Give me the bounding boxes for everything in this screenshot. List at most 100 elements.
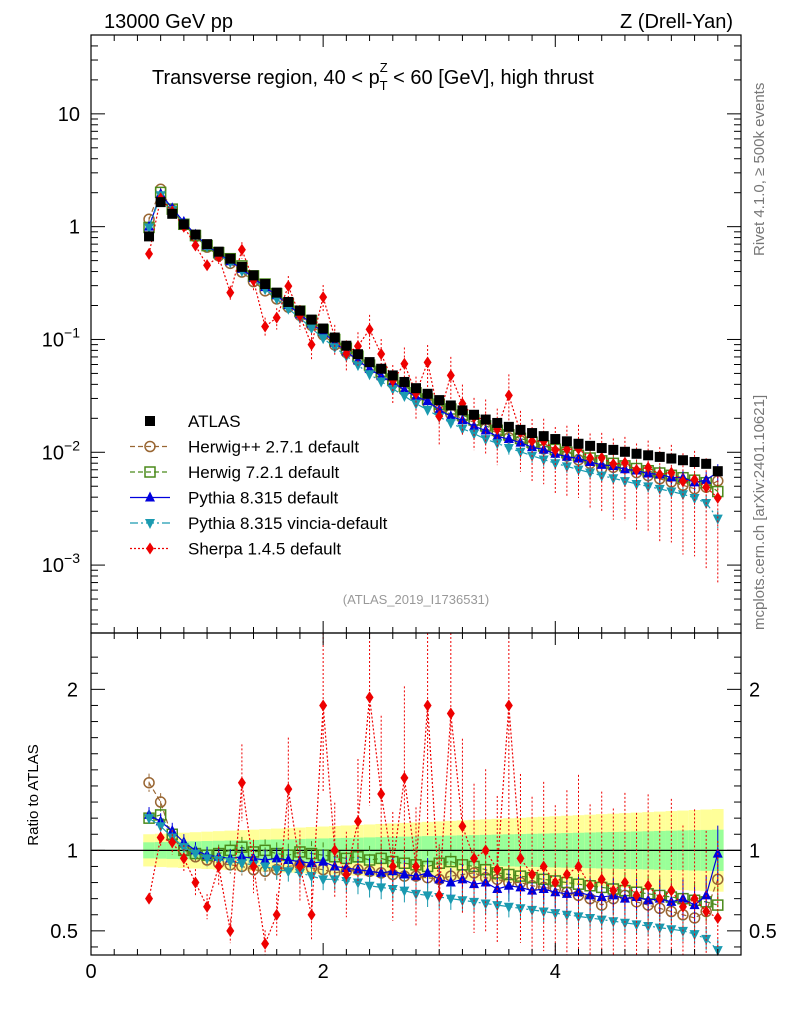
data-point [376, 377, 387, 388]
atlas-point [631, 448, 642, 459]
ratio-point [515, 904, 526, 915]
y-tick-label: 10−2 [42, 437, 80, 464]
ratio-point [713, 911, 722, 924]
atlas-point [376, 363, 387, 374]
y-tick-label: 10−1 [42, 324, 80, 351]
ratio-point [527, 905, 538, 916]
data-point [702, 481, 711, 494]
atlas-point [538, 431, 549, 442]
ratio-tick-label: 0.5 [50, 921, 78, 943]
ratio-point [469, 878, 480, 889]
data-point [318, 334, 329, 345]
ratio-point [561, 887, 572, 898]
ratio-point [271, 865, 282, 876]
ratio-point [168, 836, 177, 849]
series-line [148, 197, 719, 499]
ratio-point [387, 884, 398, 895]
data-point [712, 514, 723, 525]
ratio-point [411, 870, 421, 881]
atlas-point [585, 440, 596, 451]
data-point [655, 468, 664, 481]
ratio-point [445, 876, 456, 887]
data-point [667, 466, 676, 479]
atlas-point [318, 323, 329, 334]
ratio-line [148, 814, 719, 906]
ratio-axis-label: Ratio to ATLAS [25, 744, 42, 845]
header-left: 13000 GeV pp [104, 11, 233, 33]
atlas-point [306, 314, 317, 325]
atlas-point [144, 231, 155, 242]
ratio-line [148, 697, 719, 947]
ratio-point [677, 926, 688, 937]
ratio-point [329, 860, 340, 871]
atlas-point [654, 451, 665, 462]
atlas-point [619, 446, 630, 457]
atlas-point [387, 370, 398, 381]
data-point [713, 491, 722, 504]
ratio-point [445, 855, 457, 868]
atlas-point [178, 219, 189, 230]
atlas-point [677, 455, 688, 466]
atlas-point [167, 208, 178, 219]
ratio-point [399, 868, 410, 879]
atlas-point [422, 388, 433, 399]
atlas-point [666, 453, 677, 464]
legend-marker [144, 440, 156, 453]
ratio-point [666, 895, 677, 906]
legend-item-5: Sherpa 1.4.5 default [130, 540, 341, 559]
atlas-point [608, 444, 619, 455]
legend-marker [146, 542, 154, 555]
x-tick-label: 4 [550, 961, 561, 983]
ratio-point [156, 831, 165, 844]
legend-item-0: ATLAS [145, 412, 241, 431]
atlas-point [480, 414, 491, 425]
ratio-line [148, 817, 719, 951]
ratio-point [411, 889, 421, 900]
main-title: Transverse region, 40 < pZ T < 60 [GeV], … [152, 60, 594, 93]
data-point [284, 280, 293, 293]
ratio-point [399, 886, 410, 897]
legend-marker [145, 416, 155, 426]
side-label-rivet: Rivet 4.1.0, ≥ 500k events [751, 83, 768, 256]
ratio-point [306, 857, 317, 868]
atlas-point [155, 197, 166, 208]
data-point [609, 457, 618, 470]
atlas-point [445, 400, 456, 411]
ratio-point [445, 894, 456, 905]
ratio-point [260, 862, 271, 873]
x-tick-label: 2 [318, 961, 329, 983]
ratio-point [470, 852, 479, 865]
ratio-point [562, 868, 571, 881]
ratio-point [503, 879, 514, 890]
atlas-point [202, 239, 213, 250]
data-point [307, 338, 316, 351]
atlas-point [352, 349, 363, 360]
atlas-point [643, 450, 654, 461]
atlas-point [364, 357, 375, 368]
ratio-point [295, 860, 304, 873]
ratio-tick-label-right: 1 [749, 840, 760, 862]
ratio-point [619, 918, 630, 929]
ratio-point [585, 889, 596, 900]
data-point [446, 369, 455, 382]
ratio-point [341, 876, 352, 887]
legend: ATLAS Herwig++ 2.7.1 default Herwig 7.2.1 … [130, 412, 388, 559]
side-label-mcplots: mcplots.cern.ch [arXiv:2401.10621] [751, 395, 768, 630]
ratio-point [528, 868, 537, 881]
axes-layer: 0 2 4 10 1 10−1 10−2 10−3 2 2 1 1 0.5 0.5 [42, 34, 777, 983]
ratio-point [678, 900, 687, 913]
ratio-point [318, 875, 329, 886]
data-point [620, 456, 629, 469]
ratio-point [214, 860, 223, 873]
ratio-point [283, 867, 294, 878]
header-right: Z (Drell-Yan) [620, 11, 733, 33]
data-point [666, 487, 677, 498]
atlas-point [712, 466, 723, 477]
atlas-point [561, 436, 572, 447]
data-point [585, 468, 596, 479]
legend-label: Pythia 8.315 default [188, 489, 339, 508]
atlas-point [225, 253, 236, 264]
data-point [144, 223, 155, 234]
atlas-point [283, 296, 294, 307]
ratio-point [225, 857, 236, 868]
